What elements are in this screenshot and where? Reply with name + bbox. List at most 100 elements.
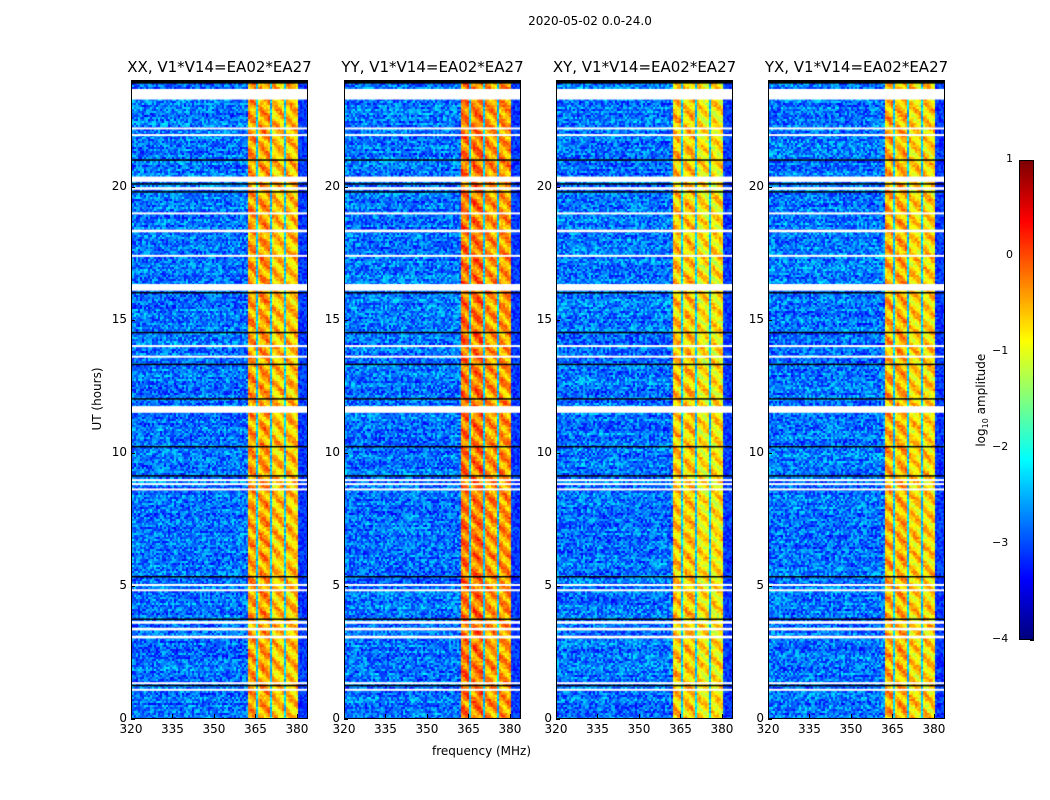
y-tick-mark (344, 452, 348, 454)
colorbar-label-sub: 10 (981, 418, 991, 429)
y-tick-label: 5 (756, 577, 764, 592)
x-tick-label: 350 (839, 722, 863, 736)
x-tick-label: 335 (374, 722, 397, 736)
x-tick-mark (721, 714, 723, 718)
y-tick-label: 0 (756, 711, 764, 725)
y-tick-mark (556, 186, 560, 188)
x-tick-mark (597, 714, 599, 718)
x-tick-mark (468, 714, 470, 718)
x-tick-mark (255, 714, 257, 718)
y-tick-mark (768, 719, 772, 720)
x-tick-label: 335 (586, 722, 609, 736)
x-tick-label: 365 (457, 722, 480, 736)
x-tick-mark (344, 714, 345, 718)
y-tick-mark (131, 585, 135, 587)
y-tick-label: 0 (544, 711, 552, 725)
x-tick-label: 380 (710, 722, 734, 736)
y-tick-mark (131, 186, 135, 188)
colorbar-gradient (1020, 161, 1033, 639)
x-tick-label: 320 (544, 722, 568, 736)
panel-title: YY, V1*V14=EA02*EA27 (341, 58, 524, 76)
spectrogram-panel (556, 80, 733, 719)
y-tick-label: 20 (748, 178, 764, 193)
colorbar-tick-label: −2 (992, 440, 1009, 453)
y-tick-label: 10 (111, 444, 127, 459)
spectrogram-panel (768, 80, 945, 719)
x-tick-label: 320 (756, 722, 780, 736)
x-tick-label: 350 (202, 722, 226, 736)
x-tick-mark (892, 714, 894, 718)
y-tick-mark (344, 319, 348, 321)
x-tick-label: 350 (415, 722, 439, 736)
spectrogram-heatmap (769, 81, 944, 718)
colorbar-tick-label: −1 (992, 344, 1009, 357)
x-tick-label: 365 (881, 722, 904, 736)
y-tick-label: 5 (119, 577, 127, 592)
x-tick-mark (426, 714, 428, 718)
x-tick-mark (556, 714, 557, 718)
y-tick-mark (344, 186, 348, 188)
x-tick-mark (131, 714, 132, 718)
y-tick-label: 20 (111, 178, 127, 193)
colorbar-tick-mark (1030, 640, 1034, 641)
colorbar-label-log: log (973, 428, 988, 447)
x-tick-mark (385, 714, 387, 718)
x-tick-label: 320 (119, 722, 143, 736)
x-tick-label: 380 (922, 722, 946, 736)
y-tick-label: 0 (119, 711, 127, 725)
y-tick-mark (131, 719, 135, 720)
colorbar-label-rest: amplitude (973, 353, 988, 419)
x-tick-label: 380 (498, 722, 522, 736)
y-tick-label: 5 (332, 577, 340, 592)
y-tick-label: 10 (324, 444, 340, 459)
panel-title: XX, V1*V14=EA02*EA27 (127, 58, 312, 76)
y-tick-mark (131, 319, 135, 321)
x-tick-mark (809, 714, 811, 718)
colorbar-label: log10 amplitude (974, 350, 990, 450)
spectrogram-heatmap (132, 81, 307, 718)
y-tick-label: 5 (544, 577, 552, 592)
x-tick-mark (638, 714, 640, 718)
x-tick-label: 320 (332, 722, 356, 736)
x-tick-mark (509, 714, 511, 718)
y-tick-mark (556, 319, 560, 321)
y-tick-label: 15 (748, 311, 764, 326)
colorbar-tick-label: 1 (1006, 152, 1013, 165)
x-tick-mark (680, 714, 682, 718)
y-tick-mark (344, 585, 348, 587)
spectrogram-panel (131, 80, 308, 719)
x-tick-mark (213, 714, 215, 718)
x-tick-label: 365 (244, 722, 267, 736)
y-tick-mark (768, 186, 772, 188)
x-tick-label: 380 (285, 722, 309, 736)
colorbar-tick-label: 0 (1006, 248, 1013, 261)
y-axis-label: UT (hours) (90, 367, 104, 431)
x-tick-label: 335 (161, 722, 184, 736)
y-tick-mark (556, 719, 560, 720)
x-tick-mark (933, 714, 935, 718)
y-tick-label: 20 (536, 178, 552, 193)
spectrogram-heatmap (557, 81, 732, 718)
x-tick-mark (172, 714, 174, 718)
spectrogram-panel (344, 80, 521, 719)
y-tick-label: 15 (536, 311, 552, 326)
y-tick-mark (768, 319, 772, 321)
spectrogram-heatmap (345, 81, 520, 718)
x-tick-mark (296, 714, 298, 718)
y-tick-label: 10 (748, 444, 764, 459)
y-tick-mark (344, 719, 348, 720)
x-tick-label: 365 (669, 722, 692, 736)
y-tick-mark (768, 452, 772, 454)
panel-title: YX, V1*V14=EA02*EA27 (764, 58, 949, 76)
panel-title: XY, V1*V14=EA02*EA27 (552, 58, 737, 76)
colorbar-tick-label: −3 (992, 536, 1009, 549)
y-tick-mark (131, 452, 135, 454)
y-tick-label: 20 (324, 178, 340, 193)
y-tick-label: 15 (324, 311, 340, 326)
y-tick-mark (768, 585, 772, 587)
colorbar-tick-label: −4 (992, 632, 1009, 645)
colorbar (1019, 160, 1034, 640)
x-tick-label: 350 (627, 722, 651, 736)
x-tick-label: 335 (798, 722, 821, 736)
y-tick-label: 15 (111, 311, 127, 326)
